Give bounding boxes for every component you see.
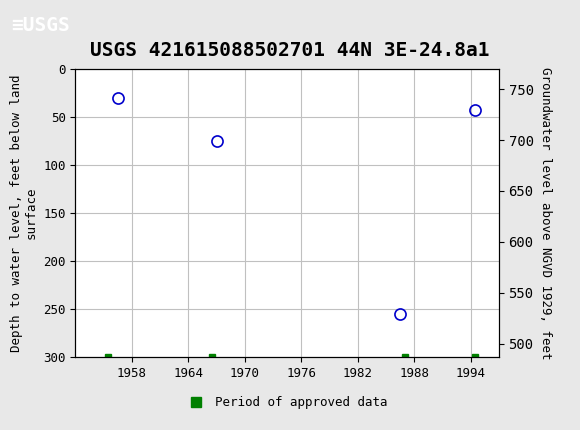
Text: ≡USGS: ≡USGS	[12, 16, 70, 35]
Y-axis label: Depth to water level, feet below land
surface: Depth to water level, feet below land su…	[10, 74, 38, 352]
Text: USGS 421615088502701 44N 3E-24.8a1: USGS 421615088502701 44N 3E-24.8a1	[90, 41, 490, 60]
Y-axis label: Groundwater level above NGVD 1929, feet: Groundwater level above NGVD 1929, feet	[539, 67, 552, 359]
Legend: Period of approved data: Period of approved data	[182, 391, 393, 414]
